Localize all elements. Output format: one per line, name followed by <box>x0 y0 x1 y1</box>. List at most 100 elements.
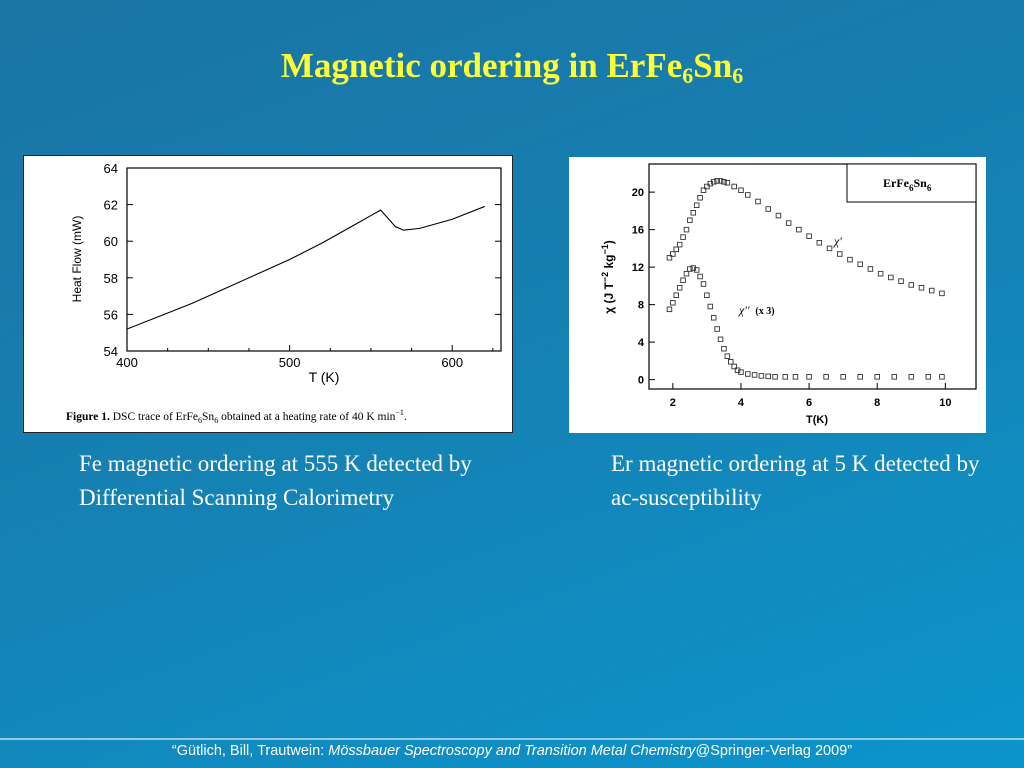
dsc-y-axis-label: Heat Flow (mW) <box>70 216 84 303</box>
dsc-y-tick-label: 58 <box>104 271 118 286</box>
chi-prime-point <box>724 180 731 186</box>
chi-double-prime-point <box>710 314 717 321</box>
chi-double-prime-point <box>704 292 710 298</box>
chi-prime-point <box>806 233 812 239</box>
chi-double-prime-point <box>751 372 758 378</box>
slide-title: Magnetic ordering in ErFe6Sn6 <box>280 46 744 88</box>
chi-prime-point <box>690 210 697 216</box>
chi-double-prime-point <box>840 374 846 380</box>
chi-double-prime-point <box>670 299 676 306</box>
chi-prime-point <box>693 202 700 209</box>
caption-dsc: Fe magnetic ordering at 555 K detected b… <box>79 451 472 510</box>
dsc-plot-frame <box>126 167 502 352</box>
chi-double-prime-point <box>693 267 700 273</box>
chi-prime-point <box>785 220 792 226</box>
chi-double-prime-point <box>745 371 751 377</box>
chi-double-prime-point <box>891 374 898 380</box>
chi-prime-point <box>888 274 894 281</box>
chi-prime-label: χ' <box>833 234 842 248</box>
chi-double-prime-point <box>680 277 686 283</box>
footer-divider <box>0 738 1024 740</box>
chi-double-prime-point <box>939 374 945 380</box>
chi-prime-point <box>939 290 945 297</box>
dsc-series-line <box>126 205 485 330</box>
chi-double-prime-point <box>731 363 737 370</box>
caption-susceptibility: Er magnetic ordering at 5 K detected by … <box>611 451 980 510</box>
chi-prime-point <box>738 187 744 194</box>
chi-prime-point <box>775 212 782 219</box>
dsc-y-tick-label: 64 <box>104 161 118 176</box>
chi-double-prime-point <box>925 374 932 380</box>
chi-y-tick-label: 16 <box>632 225 644 237</box>
chi-y-tick-label: 20 <box>632 187 644 199</box>
chi-prime-point <box>731 183 737 190</box>
chi-prime-point <box>755 198 761 205</box>
chi-x-tick-label: 10 <box>939 397 951 409</box>
chi-double-prime-point <box>792 374 799 380</box>
chi-y-tick-label: 0 <box>638 375 644 387</box>
chi-prime-point <box>826 245 833 252</box>
chi-double-prime-point <box>676 284 683 291</box>
chi-x-tick-label: 4 <box>738 397 745 409</box>
chi-prime-point <box>898 278 904 284</box>
chi-y-tick-label: 8 <box>638 300 644 312</box>
chi-prime-point <box>673 246 679 253</box>
chi-prime-point <box>857 261 863 268</box>
chi-prime-point <box>796 226 802 233</box>
chi-double-prime-point <box>765 373 771 380</box>
chi-double-prime-label: χ'' (x 3) <box>738 303 775 317</box>
dsc-y-tick-label: 56 <box>104 307 118 322</box>
dsc-x-tick-label: 500 <box>279 355 301 370</box>
chi-double-prime-point <box>683 270 690 277</box>
chi-x-tick-label: 8 <box>874 397 880 409</box>
chi-prime-point <box>908 282 915 288</box>
dsc-x-axis-label: T (K) <box>309 369 340 385</box>
chi-prime-point <box>676 241 683 248</box>
chi-prime-point <box>928 287 935 294</box>
chi-double-prime-point <box>806 374 812 380</box>
chi-x-axis-label: T(K) <box>806 414 828 426</box>
chi-prime-point <box>765 206 771 212</box>
chi-double-prime-point <box>857 374 863 380</box>
chi-double-prime-point <box>738 369 744 375</box>
chi-y-tick-label: 12 <box>632 262 644 274</box>
chi-double-prime-point <box>707 303 714 310</box>
dsc-figure: 54 56 58 60 62 64 400 500 600 Heat Flow (mW) T (… <box>23 155 513 433</box>
chi-legend-label: ErFe6Sn6 <box>883 176 932 193</box>
chi-double-prime-point <box>700 281 707 287</box>
chi-double-prime-point <box>717 336 724 343</box>
chi-prime-point <box>918 284 925 291</box>
dsc-y-tick-label: 62 <box>104 198 118 213</box>
chi-prime-point <box>680 234 686 240</box>
chi-prime-point <box>717 178 724 184</box>
dsc-x-tick-label: 600 <box>441 355 463 370</box>
chi-prime-point <box>847 256 853 263</box>
footer-citation: “Gütlich, Bill, Trautwein: Mössbauer Spe… <box>171 743 853 759</box>
chi-double-prime-point <box>666 306 673 313</box>
chi-prime-point <box>666 254 673 261</box>
dsc-chart: 54 56 58 60 62 64 400 500 600 Heat Flow (mW) T (… <box>66 161 502 425</box>
chi-double-prime-point <box>782 374 788 380</box>
chi-prime-point <box>697 195 703 201</box>
chi-prime-point <box>683 226 690 233</box>
susceptibility-figure: ErFe6Sn6 0 4 8 12 16 20 2 4 6 8 10 χ' χ'' (x 3) χ (… <box>569 157 986 433</box>
dsc-figure-caption: Figure 1. DSC trace of ErFe6Sn6 obtained… <box>66 408 407 425</box>
chi-legend-box <box>846 163 977 203</box>
chi-y-tick-label: 4 <box>638 337 645 349</box>
chi-prime-point <box>687 217 693 224</box>
chi-x-tick-label: 2 <box>670 397 676 409</box>
chi-plot-frame <box>648 163 977 390</box>
chi-double-prime-point <box>758 373 765 379</box>
chi-double-prime-point <box>823 374 829 380</box>
chi-prime-point <box>710 179 717 185</box>
chi-double-prime-point <box>727 359 734 365</box>
chi-double-prime-point <box>908 374 915 380</box>
chi-y-axis-label: χ (J T−2 kg−1) <box>600 240 616 313</box>
chi-double-prime-point <box>772 374 778 380</box>
dsc-x-tick-label: 400 <box>116 355 138 370</box>
chi-double-prime-point <box>687 266 693 272</box>
chi-double-prime-point <box>714 326 720 332</box>
chi-double-prime-point <box>874 374 880 380</box>
chi-double-prime-point <box>721 345 727 352</box>
